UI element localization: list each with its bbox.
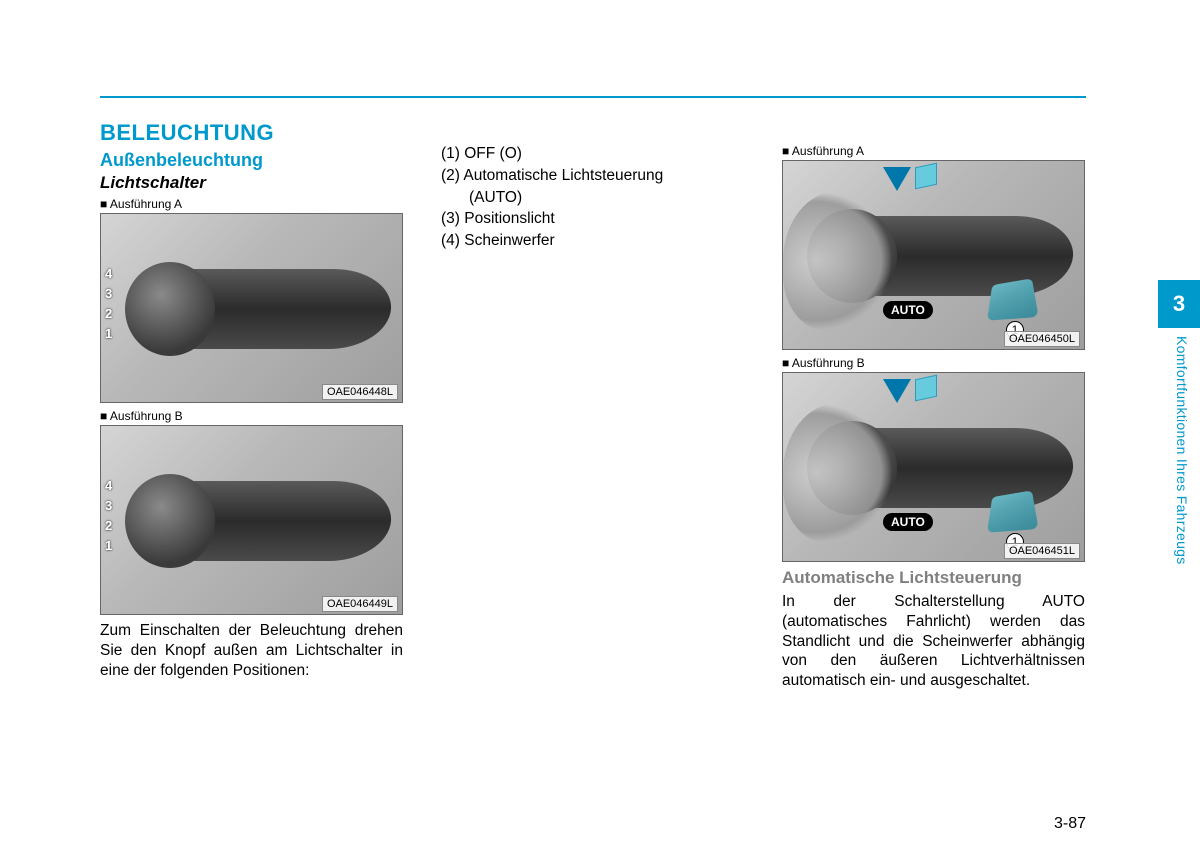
heading-main: BELEUCHTUNG xyxy=(100,120,403,146)
knob-graphic xyxy=(125,474,215,568)
heading-sub: Außenbeleuchtung xyxy=(100,150,403,171)
list-item-4: (4) Scheinwerfer xyxy=(441,231,744,251)
chapter-side-label: Komfortfunktionen Ihres Fahrzeugs xyxy=(1174,336,1190,565)
figure-code: OAE046449L xyxy=(322,596,398,612)
figure-code: OAE046448L xyxy=(322,384,398,400)
switch-position-list: (1) OFF (O) (2) Automatische Lichtsteuer… xyxy=(441,144,744,251)
column-right: Ausführung A AUTO 1 OAE046450L Ausführun… xyxy=(782,120,1085,691)
num-2: 2 xyxy=(105,304,112,324)
num-4: 4 xyxy=(105,264,112,284)
chapter-number: 3 xyxy=(1173,291,1185,317)
num-1: 1 xyxy=(105,324,112,344)
list-item-2b: (AUTO) xyxy=(441,188,744,208)
position-numbers: 4 3 2 1 xyxy=(105,476,112,556)
list-item-2a: (2) Automatische Lichtsteuerung xyxy=(441,166,744,186)
figure-right-a: AUTO 1 OAE046450L xyxy=(782,160,1085,350)
num-3: 3 xyxy=(105,496,112,516)
column-left: BELEUCHTUNG Außenbeleuchtung Lichtschalt… xyxy=(100,120,403,691)
page-content: BELEUCHTUNG Außenbeleuchtung Lichtschalt… xyxy=(100,120,1086,691)
top-rule xyxy=(100,96,1086,98)
figure-left-b: 4 3 2 1 OAE046449L xyxy=(100,425,403,615)
num-4: 4 xyxy=(105,476,112,496)
left-body-text: Zum Einschalten der Beleuchtung drehen S… xyxy=(100,621,403,680)
heading-sub2: Lichtschalter xyxy=(100,173,403,193)
column-middle: (1) OFF (O) (2) Automatische Lichtsteuer… xyxy=(441,120,744,691)
page-flip-icon xyxy=(915,375,937,402)
figure-right-b: AUTO 1 OAE046451L xyxy=(782,372,1085,562)
page-flip-icon xyxy=(915,163,937,190)
figure-left-a: 4 3 2 1 OAE046448L xyxy=(100,213,403,403)
arrow-down-icon xyxy=(883,379,911,403)
arrow-down-icon xyxy=(883,167,911,191)
sensor-graphic xyxy=(987,278,1039,320)
hand-graphic xyxy=(783,403,893,543)
figure-label-left-a: Ausführung A xyxy=(100,197,403,211)
figure-label-right-b: Ausführung B xyxy=(782,356,1085,370)
list-item-1: (1) OFF (O) xyxy=(441,144,744,164)
knob-graphic xyxy=(125,262,215,356)
figure-code: OAE046450L xyxy=(1004,331,1080,347)
position-numbers: 4 3 2 1 xyxy=(105,264,112,344)
chapter-tab: 3 xyxy=(1158,280,1200,328)
list-item-3: (3) Positionslicht xyxy=(441,209,744,229)
hand-graphic xyxy=(783,191,893,331)
auto-badge: AUTO xyxy=(883,301,933,319)
num-3: 3 xyxy=(105,284,112,304)
figure-label-right-a: Ausführung A xyxy=(782,144,1085,158)
num-1: 1 xyxy=(105,536,112,556)
num-2: 2 xyxy=(105,516,112,536)
auto-badge: AUTO xyxy=(883,513,933,531)
auto-section-title: Automatische Lichtsteuerung xyxy=(782,568,1085,588)
figure-code: OAE046451L xyxy=(1004,543,1080,559)
auto-body-text: In der Schalterstellung AUTO (automatisc… xyxy=(782,592,1085,691)
sensor-graphic xyxy=(987,490,1039,532)
page-number: 3-87 xyxy=(1054,815,1086,833)
figure-label-left-b: Ausführung B xyxy=(100,409,403,423)
